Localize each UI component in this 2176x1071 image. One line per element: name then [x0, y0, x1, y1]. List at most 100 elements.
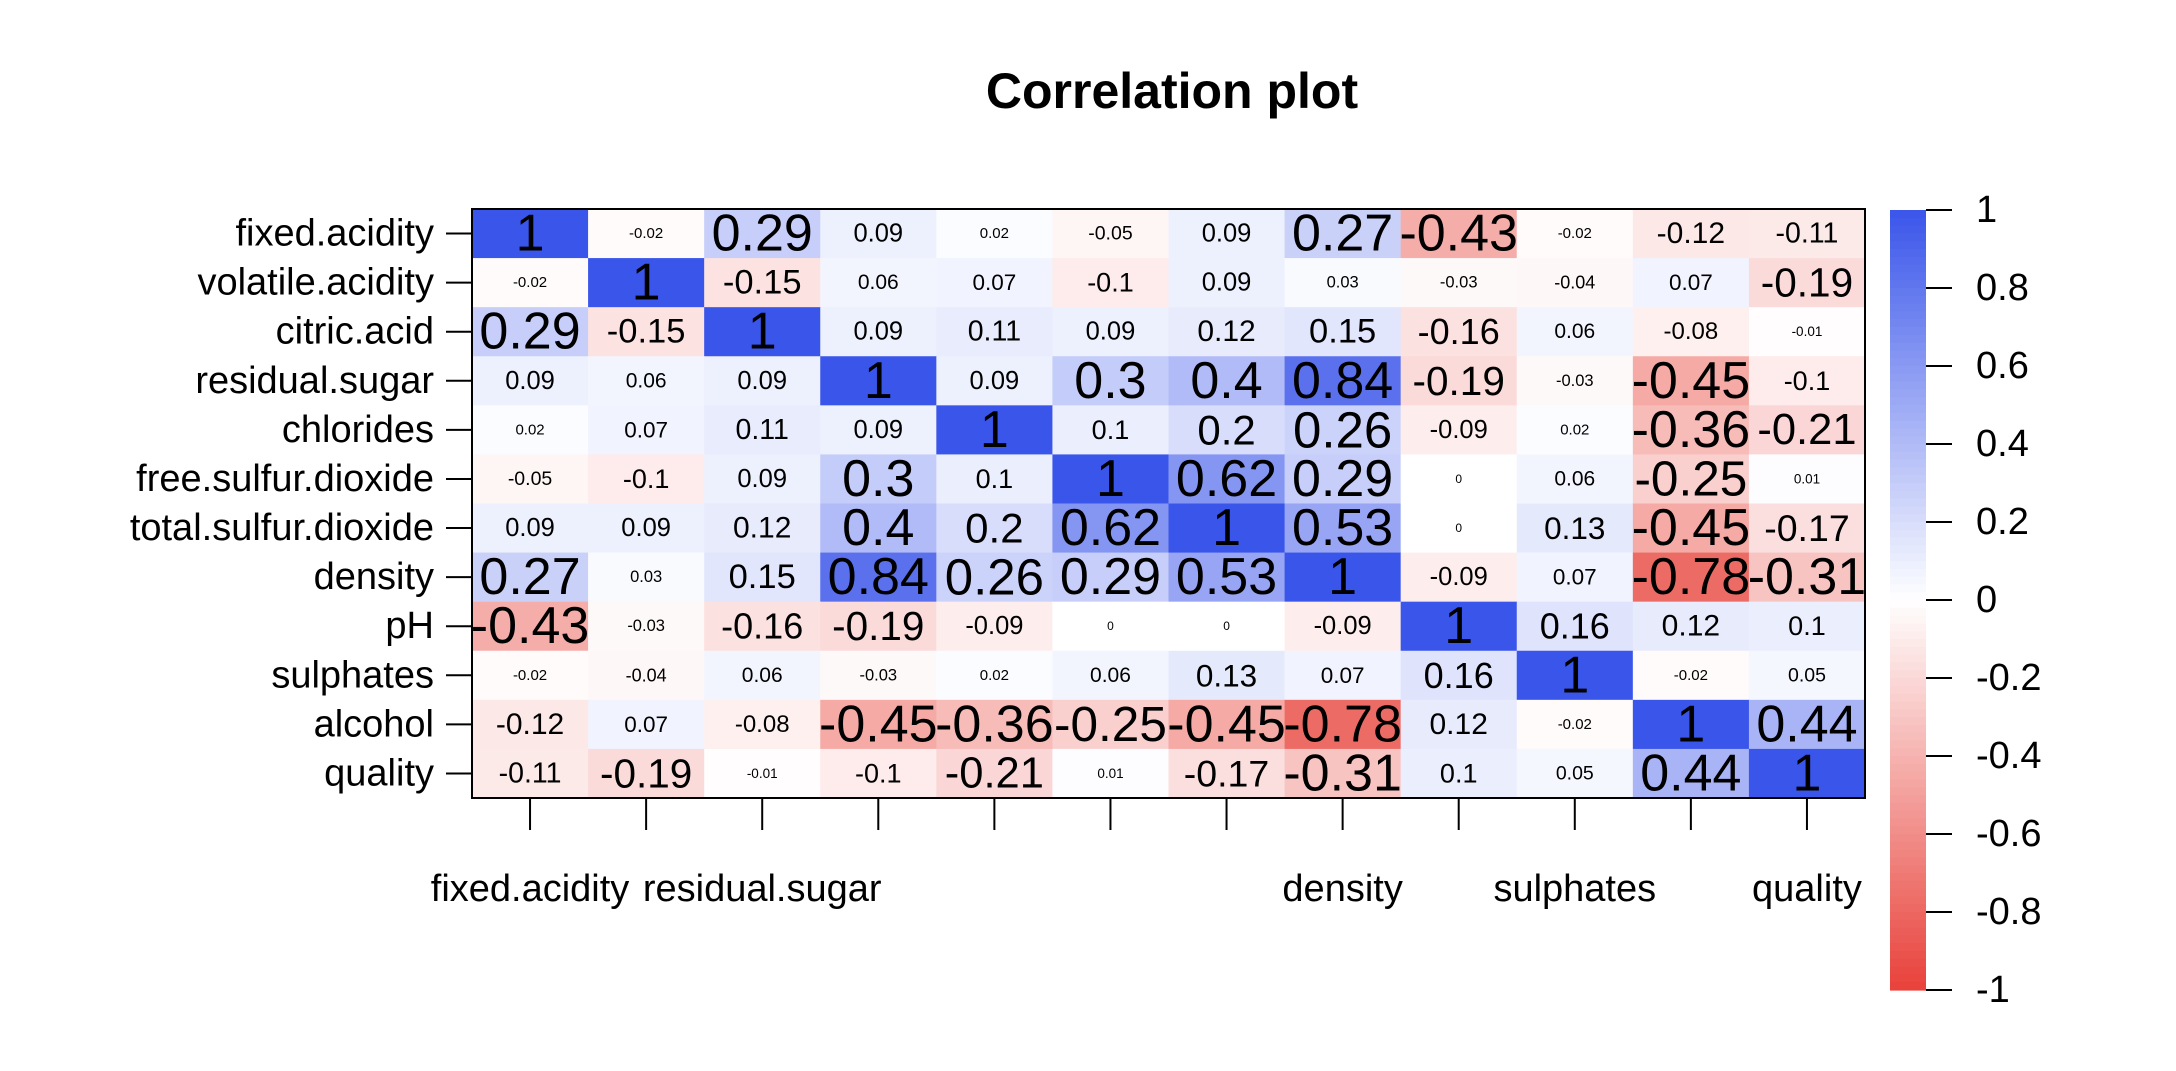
cell-value-label: -0.45 — [1632, 352, 1751, 410]
legend-color-band — [1890, 280, 1926, 289]
heatmap-cell — [820, 699, 937, 750]
heatmap-cell — [1632, 699, 1750, 750]
legend-color-band — [1890, 303, 1926, 312]
cell-value-label: 0.07 — [972, 270, 1016, 295]
cell-value-label: 0.62 — [1060, 499, 1161, 557]
legend-color-band — [1890, 522, 1926, 531]
heatmap-cell — [1516, 699, 1634, 750]
heatmap-cell — [1400, 209, 1518, 259]
legend-color-band — [1890, 498, 1926, 507]
legend-color-band — [1890, 217, 1926, 227]
legend-color-band — [1890, 366, 1926, 375]
cell-value-label: 0.09 — [853, 416, 903, 444]
cell-value-label: 0.09 — [853, 220, 903, 248]
legend-color-band — [1890, 381, 1926, 390]
legend-color-band — [1890, 358, 1926, 367]
cell-value-label: 0.06 — [626, 369, 667, 392]
legend-color-band — [1890, 982, 1926, 991]
cell-value-label: -0.1 — [1087, 268, 1134, 298]
cell-value-label: 0.09 — [853, 318, 903, 346]
cell-value-label: -0.15 — [723, 264, 802, 302]
heatmap-cell — [820, 503, 937, 554]
y-tick-label: fixed.acidity — [235, 213, 434, 255]
heatmap-cell — [1052, 503, 1169, 554]
heatmap-cell — [936, 258, 1053, 308]
legend-color-band — [1890, 748, 1926, 757]
legend-color-band — [1890, 334, 1926, 344]
legend-color-band — [1890, 475, 1926, 484]
legend-color-band — [1890, 537, 1926, 546]
heatmap-cell — [820, 601, 937, 652]
cell-value-label: -0.08 — [1664, 318, 1719, 345]
heatmap-cell — [936, 209, 1053, 259]
legend-color-band — [1890, 880, 1926, 890]
heatmap-cell — [1748, 699, 1866, 750]
legend-color-band — [1890, 436, 1926, 445]
legend-color-band — [1890, 826, 1926, 835]
heatmap-cell — [1516, 405, 1634, 455]
heatmap-cell — [1284, 258, 1402, 308]
legend-color-band — [1890, 319, 1926, 328]
heatmap-cell — [1168, 258, 1286, 308]
cell-value-label: -0.31 — [1283, 744, 1402, 802]
legend-tick-label: 0 — [1976, 579, 1997, 621]
legend-color-band — [1890, 662, 1926, 671]
legend-color-band — [1890, 795, 1926, 804]
cell-value-label: 0.06 — [1554, 320, 1595, 343]
cell-value-label: -0.09 — [1430, 416, 1488, 444]
cell-value-label: 0.06 — [742, 664, 783, 687]
heatmap-cell — [820, 454, 937, 504]
legend-color-band — [1890, 600, 1926, 609]
cell-value-label: -0.02 — [513, 274, 547, 291]
legend-color-band — [1890, 724, 1926, 734]
cell-value-label: -0.12 — [496, 708, 564, 741]
legend-color-band — [1890, 631, 1926, 640]
heatmap-cell — [472, 650, 589, 701]
x-tick-label: quality — [1752, 868, 1862, 910]
heatmap-cell — [704, 699, 821, 750]
cell-value-label: -0.16 — [721, 606, 803, 647]
cell-value-label: -0.45 — [1632, 499, 1751, 557]
heatmap-cell — [1284, 552, 1402, 603]
cell-value-label: -0.02 — [1674, 667, 1708, 684]
heatmap-cell — [1168, 748, 1286, 799]
legend-color-band — [1890, 405, 1926, 414]
legend-color-band — [1890, 717, 1926, 726]
heatmap-cell — [1284, 601, 1402, 652]
heatmap-cell — [1168, 209, 1286, 259]
legend-color-band — [1890, 771, 1926, 780]
legend-color-band — [1890, 639, 1926, 648]
cell-value-label: 0.09 — [1202, 220, 1252, 248]
y-tick-label: alcohol — [314, 703, 434, 745]
heatmap-cell — [1748, 503, 1866, 554]
heatmap-cell — [1516, 650, 1634, 701]
cell-value-label: 1 — [1328, 548, 1357, 606]
heatmap-cell — [1632, 307, 1750, 357]
heatmap-cell — [1284, 307, 1402, 357]
legend-color-band — [1890, 576, 1926, 585]
legend-tick-label: 0.2 — [1976, 501, 2029, 543]
legend-color-band — [1890, 444, 1926, 453]
legend-color-band — [1890, 561, 1926, 570]
heatmap-cell — [936, 356, 1053, 406]
legend-color-band — [1890, 654, 1926, 663]
heatmap-cell — [1400, 307, 1518, 357]
heatmap-cell — [588, 356, 705, 406]
cell-value-label: 0.13 — [1544, 510, 1605, 546]
y-tick-label: residual.sugar — [195, 360, 434, 402]
cell-value-label: 0.02 — [1560, 421, 1589, 438]
heatmap-cell — [936, 405, 1053, 455]
legend-color-band — [1890, 311, 1926, 320]
heatmap-cell — [588, 699, 705, 750]
cell-value-label: -0.05 — [1088, 223, 1133, 245]
cell-value-label: 1 — [1444, 597, 1473, 655]
cell-value-label: 0.29 — [479, 303, 580, 361]
heatmap-cell — [1632, 258, 1750, 308]
cell-value-label: 0.1 — [976, 464, 1014, 494]
legend-color-band — [1890, 951, 1926, 960]
legend-color-band — [1890, 467, 1926, 476]
legend-tick-label: -0.6 — [1976, 813, 2041, 855]
legend-color-band — [1890, 818, 1926, 827]
cell-value-label: 0.29 — [1060, 548, 1161, 606]
